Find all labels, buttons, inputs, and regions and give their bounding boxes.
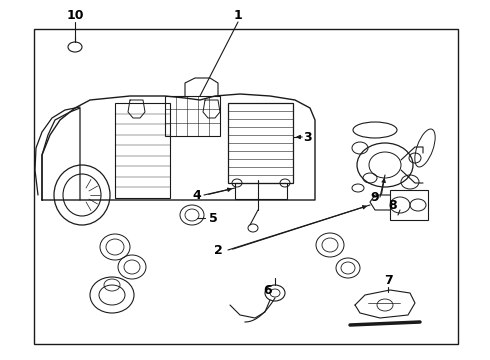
Text: 6: 6 bbox=[264, 284, 272, 297]
Text: 2: 2 bbox=[214, 243, 222, 257]
Text: 1: 1 bbox=[234, 9, 243, 22]
Text: 8: 8 bbox=[389, 198, 397, 212]
Text: 5: 5 bbox=[209, 212, 218, 225]
Text: 9: 9 bbox=[371, 190, 379, 203]
Bar bbox=[235, 183, 287, 199]
Text: 10: 10 bbox=[66, 9, 84, 22]
Text: 4: 4 bbox=[193, 189, 201, 202]
Bar bbox=[34, 29, 458, 344]
Bar bbox=[390, 190, 428, 220]
Bar bbox=[228, 103, 293, 183]
Text: 3: 3 bbox=[303, 131, 311, 144]
Text: 7: 7 bbox=[384, 274, 392, 287]
Bar bbox=[115, 103, 170, 198]
Bar bbox=[165, 96, 220, 136]
